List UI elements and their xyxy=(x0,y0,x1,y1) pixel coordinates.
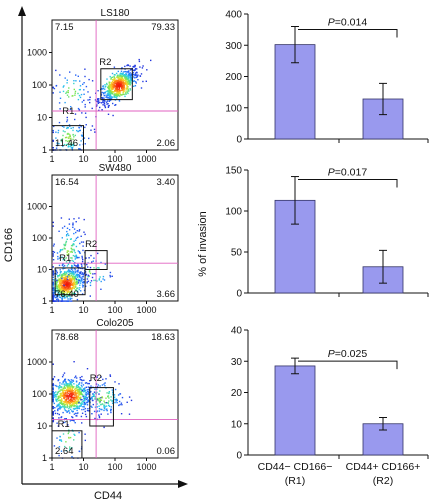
quadrant-upper-right-value: 18.63 xyxy=(151,332,175,343)
significance-bracket xyxy=(298,179,398,188)
flow-x-tick-label: 1 xyxy=(49,462,54,472)
flow-x-tick-label: 10 xyxy=(78,462,88,472)
category-r2-line1: CD44+ CD166+ xyxy=(346,461,421,473)
flow-y-tick-label: 1 xyxy=(42,296,47,306)
flow-x-tick-label: 100 xyxy=(107,305,122,315)
bar-y-tick-label: 10 xyxy=(231,419,243,430)
gate-box-r2 xyxy=(84,250,108,271)
flow-panel-title: SW480 xyxy=(99,163,132,174)
bar-panel-1: 0 100 200 300 400 P=0.014 xyxy=(225,10,429,146)
quadrant-upper-left-value: 7.15 xyxy=(55,22,74,33)
bar-y-tick-label: 30 xyxy=(231,357,243,368)
quadrant-lower-left-value: 76.40 xyxy=(55,289,79,300)
gate-label-r1: R1 xyxy=(58,419,70,430)
gate-label-r1: R1 xyxy=(59,253,71,264)
bar-y-tick-label: 300 xyxy=(225,41,242,52)
flow-panel-title: Colo205 xyxy=(96,318,134,329)
category-r1-line1: CD44− CD166− xyxy=(258,461,333,473)
cd44-axis-label: CD44 xyxy=(94,490,122,502)
flow-y-axis-arrow xyxy=(18,6,26,16)
flow-y-tick-label: 1000 xyxy=(27,48,47,58)
flow-panel-3: R1 R2 78.68 18.63 2.64 0.06 Colo205 1 10 100 1000 1… xyxy=(27,318,179,472)
gate-box-r1 xyxy=(54,267,86,296)
category-r2-line2: (R2) xyxy=(373,475,393,487)
gate-box-r2 xyxy=(89,387,114,427)
gate-box-r2 xyxy=(100,68,133,101)
bar-y-tick-label: 40 xyxy=(231,326,243,337)
flow-y-tick-label: 10 xyxy=(37,421,47,431)
quadrant-lower-right-value: 2.06 xyxy=(157,138,176,149)
flow-x-tick-label: 10 xyxy=(78,305,88,315)
gate-label-r2: R2 xyxy=(99,57,111,68)
bar-y-tick-label: 400 xyxy=(225,10,242,21)
quadrant-lower-right-value: 3.66 xyxy=(157,289,176,300)
flow-y-tick-label: 100 xyxy=(32,233,47,243)
quadrant-lower-left-value: 11.46 xyxy=(55,138,78,149)
quadrant-lower-left-value: 2.64 xyxy=(55,446,74,457)
bar-y-axis-label: % of invasion xyxy=(197,211,209,276)
quadrant-upper-right-value: 3.40 xyxy=(157,177,176,188)
flow-x-tick-label: 1 xyxy=(49,305,54,315)
flow-x-tick-label: 1000 xyxy=(136,305,156,315)
flow-y-tick-label: 100 xyxy=(32,389,47,399)
bar-y-tick-label: 50 xyxy=(231,248,243,259)
flow-panel-1: R1 R2 7.15 79.33 11.46 2.06 LS180 1 10 100 1000 1 10… xyxy=(27,8,179,164)
flow-x-tick-label: 100 xyxy=(107,154,122,164)
scatter-events xyxy=(52,217,113,302)
gate-label-r2: R2 xyxy=(90,373,102,384)
cd166-axis-label: CD166 xyxy=(3,228,15,262)
flow-panel-title: LS180 xyxy=(101,8,130,19)
flow-y-tick-label: 1 xyxy=(42,145,47,155)
gate-box-r1 xyxy=(51,430,83,459)
flow-y-tick-label: 10 xyxy=(37,113,47,123)
bar-y-tick-label: 0 xyxy=(236,289,242,300)
significance-bracket xyxy=(298,360,398,370)
bar-y-tick-label: 100 xyxy=(225,207,242,218)
bar-y-tick-label: 100 xyxy=(225,103,242,114)
gate-label-r2: R2 xyxy=(85,239,97,250)
flow-panel-2: R1 R2 16.54 3.40 76.40 3.66 SW480 1 10 100 1000 1 10… xyxy=(27,163,179,315)
flow-x-tick-label: 1000 xyxy=(136,462,156,472)
bar-y-tick-label: 0 xyxy=(236,135,242,146)
bar-y-tick-label: 200 xyxy=(225,72,242,83)
flow-x-tick-label: 10 xyxy=(78,154,88,164)
bar-panels: 0 100 200 300 400 P=0.014 0 50 100 150 P=0.017 0 10 2… xyxy=(225,10,429,462)
bar-y-tick-label: 0 xyxy=(236,451,242,462)
flow-y-tick-label: 10 xyxy=(37,265,47,275)
flow-y-tick-label: 1000 xyxy=(27,357,47,367)
flow-y-tick-label: 100 xyxy=(32,80,47,90)
quadrant-upper-right-value: 79.33 xyxy=(151,22,175,33)
flow-x-axis-arrow xyxy=(178,480,188,488)
significance-bracket xyxy=(298,29,398,38)
p-value-label: P=0.025 xyxy=(328,348,368,360)
p-value-label: P=0.014 xyxy=(328,17,368,29)
flow-x-tick-label: 1000 xyxy=(136,154,156,164)
bar-r1 xyxy=(274,365,316,456)
p-value-label: P=0.017 xyxy=(328,167,368,179)
gate-box-r1 xyxy=(51,125,84,151)
scatter-events xyxy=(52,361,133,459)
flow-y-tick-label: 1 xyxy=(42,453,47,463)
gate-label-r1: R1 xyxy=(62,106,74,117)
bar-y-tick-label: 150 xyxy=(225,166,242,177)
quadrant-lower-right-value: 0.06 xyxy=(157,446,176,457)
quadrant-upper-left-value: 16.54 xyxy=(55,177,79,188)
category-r1-line2: (R1) xyxy=(285,475,305,487)
flow-x-tick-label: 100 xyxy=(107,462,122,472)
bar-panel-2: 0 50 100 150 P=0.017 xyxy=(225,166,429,300)
bar-y-tick-label: 20 xyxy=(231,388,243,399)
scatter-events xyxy=(52,58,152,151)
flow-y-tick-label: 1000 xyxy=(27,202,47,212)
flow-x-tick-label: 1 xyxy=(49,154,54,164)
quadrant-upper-left-value: 78.68 xyxy=(55,332,79,343)
bar-panel-3: 0 10 20 30 40 P=0.025 xyxy=(231,326,429,462)
